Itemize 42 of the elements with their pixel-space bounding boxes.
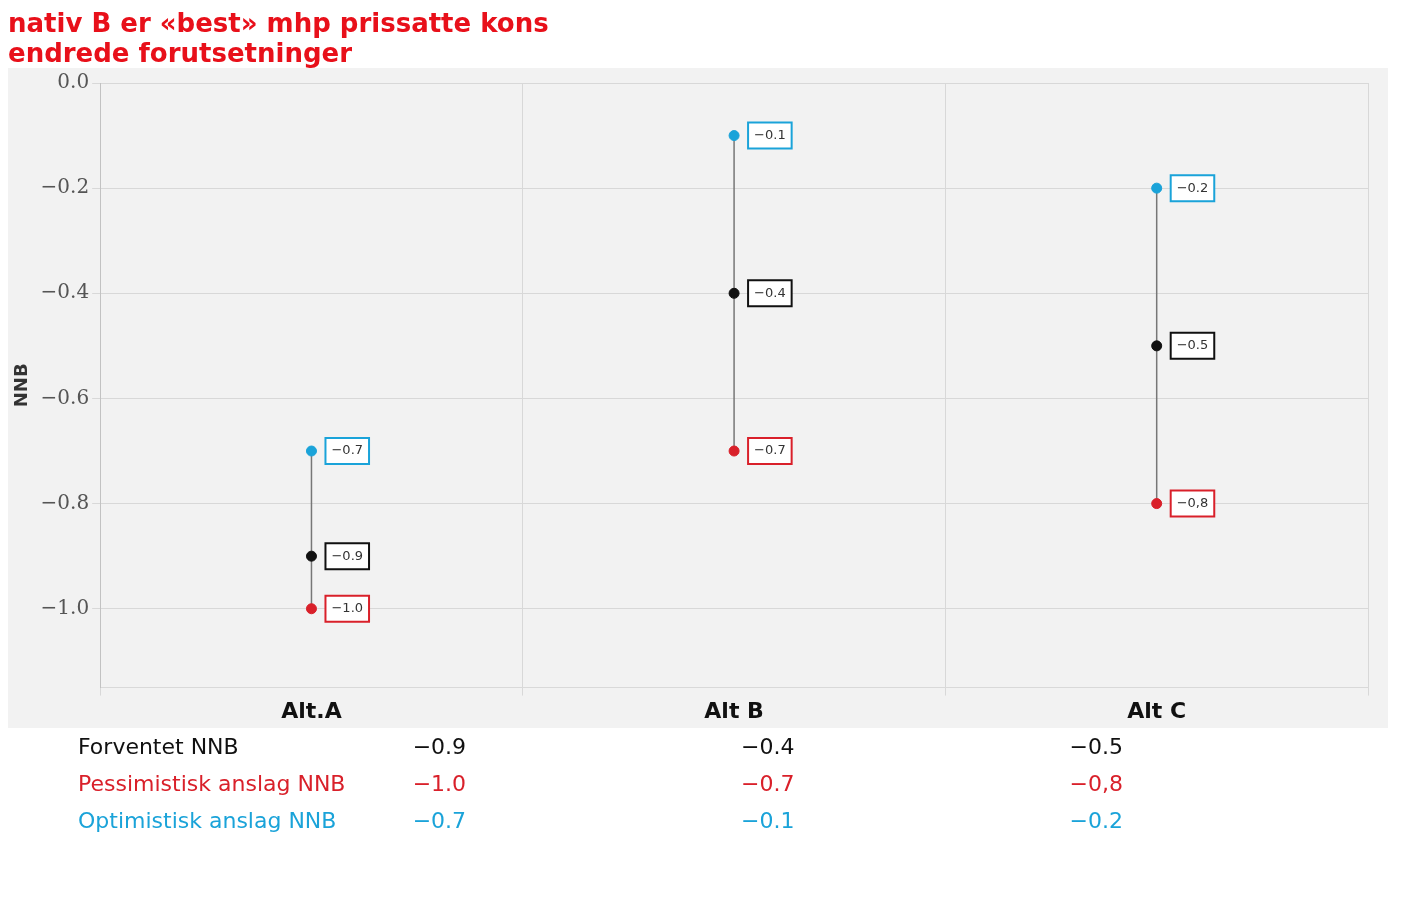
text: −0.9: [331, 547, 364, 563]
data-label: −1.0: [411, 770, 468, 798]
point: [728, 445, 740, 457]
data-label: −0.7: [740, 770, 796, 798]
data-label: −0.4: [740, 733, 796, 761]
text: −0.7: [331, 442, 364, 458]
text: −0.4: [754, 284, 786, 300]
text: −0.7: [754, 442, 786, 458]
point: [1151, 340, 1163, 352]
y-tick-label: −0.4: [40, 279, 90, 304]
y-tick-label: −0.8: [40, 489, 90, 514]
text: −0.2: [1176, 179, 1209, 195]
x-tick-label: Alt.A: [281, 697, 342, 723]
text: −0.1: [754, 126, 786, 142]
text: −0,8: [1176, 494, 1209, 510]
text: −1.0: [331, 600, 364, 616]
point: [305, 550, 317, 562]
data-label: −0.5: [1068, 733, 1124, 761]
data-label: −0.7: [411, 807, 468, 835]
text: Forventet NNB: [77, 733, 240, 761]
x-tick-label: Alt C: [1127, 697, 1187, 723]
y-axis-title: NNB: [10, 363, 32, 408]
y-tick-label: 0.0: [57, 69, 90, 94]
y-tick-label: −0.2: [40, 174, 90, 199]
y-tick-label: −0.6: [40, 384, 90, 409]
point: [305, 603, 317, 615]
y-tick-label: −1.0: [40, 594, 90, 619]
point: [728, 287, 740, 299]
data-label: −0.9: [411, 733, 468, 761]
x-tick-label: Alt B: [704, 697, 764, 723]
text: −0.5: [1176, 337, 1209, 353]
data-label: −0.1: [740, 807, 796, 835]
text: Pessimistisk anslag NNB: [77, 770, 347, 798]
data-label: −0,8: [1068, 770, 1124, 798]
text: Optimistisk anslag NNB: [77, 807, 338, 835]
data-label: −0.2: [1068, 807, 1124, 835]
text: endrede forutsetninger: [8, 38, 353, 68]
text: nativ B er «best» mhp prissatte kons: [8, 8, 550, 38]
point: [1151, 498, 1163, 510]
point: [305, 445, 317, 457]
point: [728, 130, 740, 142]
point: [1151, 182, 1163, 194]
